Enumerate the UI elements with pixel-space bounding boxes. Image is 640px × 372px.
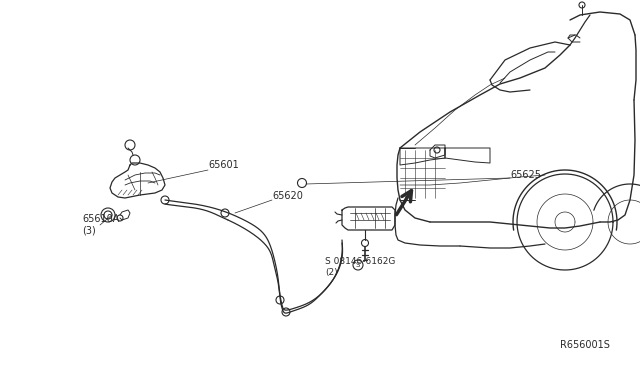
Text: 65601: 65601 (208, 160, 239, 170)
Text: 65610A
(3): 65610A (3) (82, 214, 120, 236)
Text: S: S (356, 262, 360, 268)
Text: R656001S: R656001S (560, 340, 610, 350)
Circle shape (434, 147, 440, 153)
Text: 65620: 65620 (272, 191, 303, 201)
Text: S 08146-6162G
(2): S 08146-6162G (2) (325, 257, 396, 277)
Text: 65625: 65625 (510, 170, 541, 180)
